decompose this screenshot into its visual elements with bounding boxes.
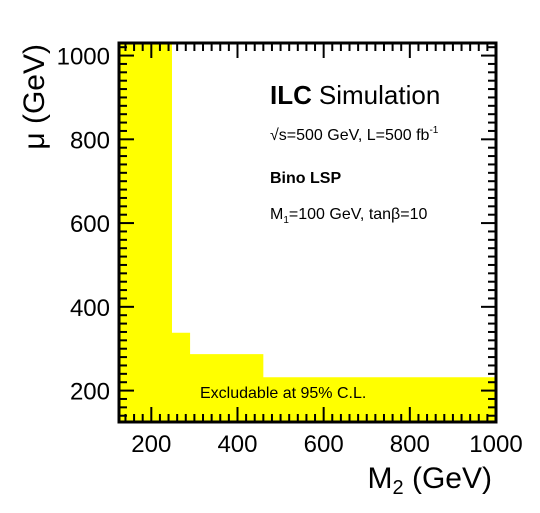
exclusion-region-layer (119, 43, 496, 422)
ann-simulation: Simulation (319, 80, 440, 110)
x-tick-label: 800 (390, 431, 430, 458)
x-tick-label: 600 (304, 431, 344, 458)
x-tick-label: 400 (217, 431, 257, 458)
x-tick-label: 1000 (469, 431, 522, 458)
y-axis-label: μ (GeV) (18, 44, 51, 150)
x-axis-label: M2 (GeV) (368, 462, 492, 499)
tick-labels: 200 400 600 800 1000 200 400 600 800 1000 (57, 44, 523, 458)
y-tick-label: 400 (70, 295, 110, 322)
ann-scenario: Bino LSP (270, 170, 341, 187)
ann-experiment: ILC (270, 80, 312, 110)
x-axis-label-subscript: 2 (393, 477, 404, 499)
ann-energy-superscript: -1 (429, 125, 438, 136)
ann-params-subscript: 1 (283, 215, 289, 226)
ann-energy-text: √s=500 GeV, L=500 fb (270, 127, 430, 144)
y-tick-label: 1000 (57, 44, 110, 71)
y-tick-label: 600 (70, 211, 110, 238)
x-tick-label: 200 (131, 431, 171, 458)
ann-params-m: M (270, 206, 283, 223)
x-axis-label-unit: (GeV) (404, 462, 492, 495)
ann-energy: √s=500 GeV, L=500 fb-1 (270, 125, 439, 144)
region-label: Excludable at 95% C.L. (200, 385, 366, 402)
ann-title: ILC Simulation (270, 80, 440, 110)
ann-params-rest: =100 GeV, tanβ=10 (289, 206, 428, 223)
exclusion-region (119, 43, 496, 422)
ann-params: M1=100 GeV, tanβ=10 (270, 206, 428, 226)
axis-ticks (119, 43, 497, 422)
x-axis-label-main: M (368, 462, 393, 495)
y-tick-label: 200 (70, 379, 110, 406)
plot-frame (117, 41, 498, 424)
y-tick-label: 800 (70, 127, 110, 154)
